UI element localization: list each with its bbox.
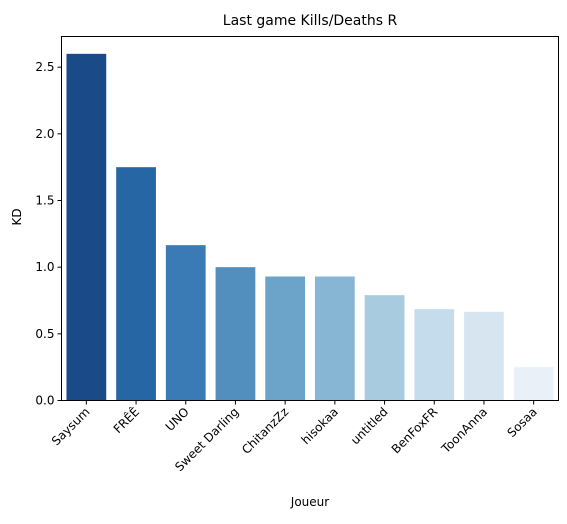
- x-tick-label-1: FRÊÊ: [110, 404, 142, 436]
- y-tick-label-2: 1.0: [35, 260, 54, 274]
- x-tick-label-6: untitled: [348, 405, 391, 448]
- bars-layer: [66, 53, 554, 401]
- plot-frame: [61, 36, 559, 401]
- bar-6: [364, 295, 405, 401]
- y-tick-label-4: 2.0: [35, 127, 54, 141]
- bar-8: [464, 311, 504, 401]
- bar-7: [414, 309, 455, 401]
- bar-5: [314, 276, 355, 401]
- bar-4: [265, 276, 306, 401]
- x-tick-label-5: hisokaa: [299, 405, 341, 447]
- x-tick-label-9: Sosaa: [504, 405, 539, 440]
- y-axis-label: KD: [10, 208, 24, 225]
- bar-1: [116, 167, 156, 401]
- x-tick-label-2: UNO: [163, 405, 192, 434]
- y-tick-label-0: 0.0: [35, 394, 54, 408]
- y-tick-label-5: 2.5: [35, 60, 54, 74]
- y-axis: 0.0 0.5 1.0 1.5 2.0 2.5: [35, 60, 62, 408]
- x-tick-label-0: Saysum: [49, 405, 93, 449]
- bar-3: [215, 267, 256, 401]
- y-tick-label-1: 0.5: [35, 327, 54, 341]
- bar-0: [66, 53, 107, 401]
- x-tick-label-4: ChitanzZz: [239, 405, 291, 457]
- chart-title: Last game Kills/Deaths R: [223, 13, 398, 29]
- bar-9: [513, 367, 554, 401]
- x-tick-label-8: ToonAnna: [438, 405, 490, 457]
- x-axis-label: Joueur: [290, 495, 329, 509]
- x-tick-label-7: BenFoxFR: [389, 405, 441, 457]
- y-tick-label-3: 1.5: [35, 194, 54, 208]
- bar-2: [165, 245, 206, 401]
